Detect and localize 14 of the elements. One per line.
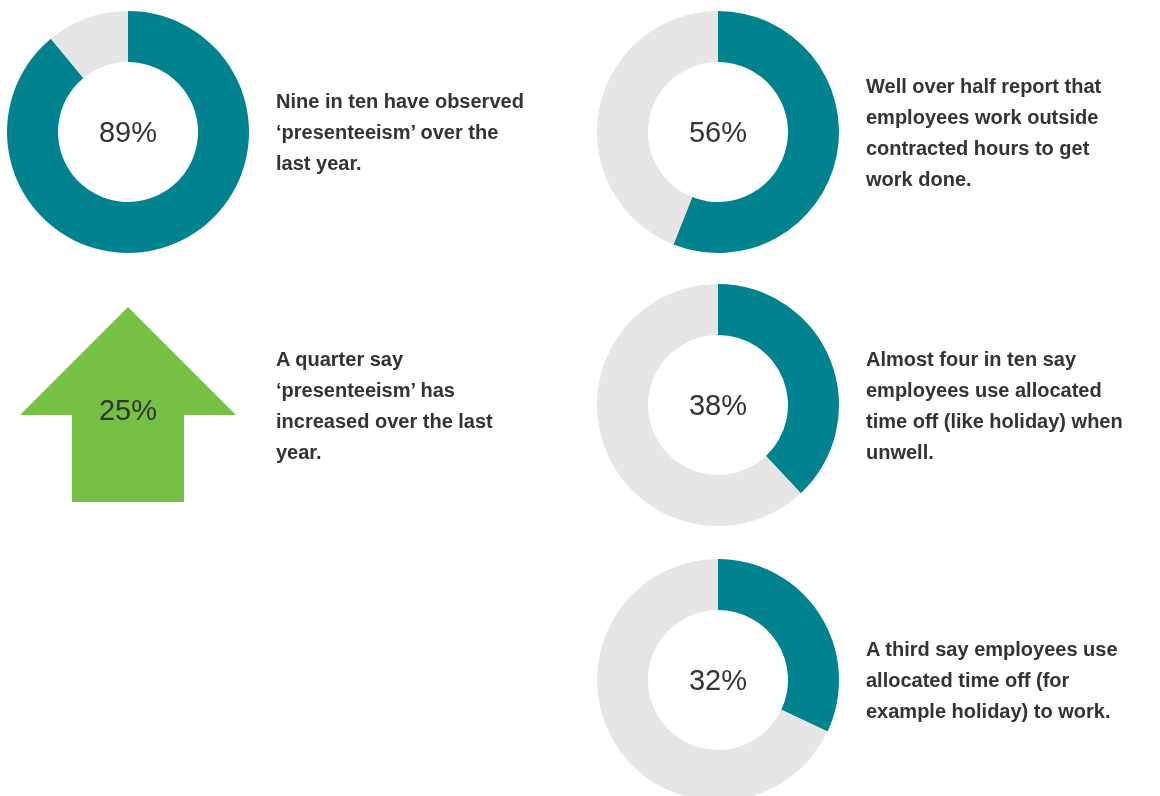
- text: 89%: [98, 116, 158, 148]
- text: 56%: [688, 116, 748, 148]
- text: A third say employees use allocated time off (for example holiday) to work.: [866, 638, 1118, 722]
- text: Nine in ten have observed ‘presenteeism’ over the last year.: [276, 90, 524, 174]
- text: 32%: [688, 664, 748, 696]
- donut-slice: [673, 11, 839, 253]
- text: Well over half report that employees work outside contracted hours to get work done.: [865, 74, 1102, 190]
- text: A quarter say ‘presenteeism’ has increased over the last year.: [276, 347, 494, 463]
- donut-slice: [597, 284, 801, 526]
- text: 25%: [98, 394, 158, 426]
- text: Almost four in ten say employees use allocated time off (like holiday) when unwell.: [866, 347, 1123, 463]
- text: 38%: [688, 389, 748, 421]
- donut-slice: [50, 11, 128, 79]
- donut-slice: [7, 11, 249, 253]
